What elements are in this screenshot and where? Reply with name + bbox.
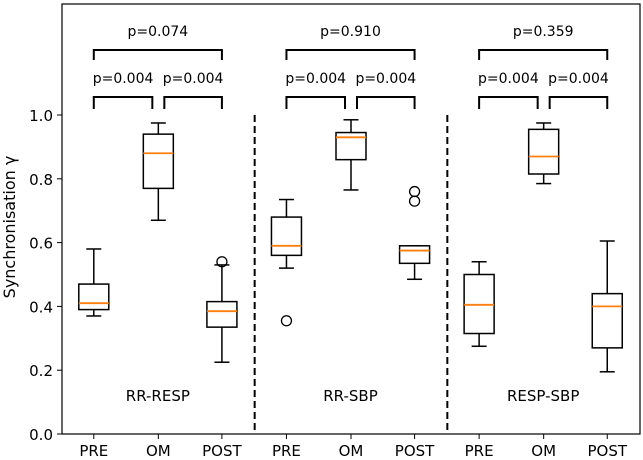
bracket-pre-post-label: p=0.910: [320, 24, 381, 40]
bracket-om-post-label: p=0.004: [548, 71, 609, 87]
bracket-pre-om-label: p=0.004: [478, 71, 539, 87]
y-tick-label: 0.4: [29, 298, 53, 316]
group-label: RR-SBP: [323, 387, 378, 405]
x-tick-label-post: POST: [395, 442, 435, 460]
y-tick-label: 0.8: [29, 171, 53, 189]
x-tick-label-pre: PRE: [272, 442, 301, 460]
bracket-pre-post: [92, 49, 223, 60]
bracket-pre-om: [92, 96, 154, 109]
x-tick-label-post: POST: [202, 442, 242, 460]
outlier-point: [408, 195, 421, 207]
bracket-pre-post-label: p=0.359: [513, 24, 574, 40]
box: [527, 128, 560, 175]
plot-frame: [61, 3, 641, 435]
group-label: RR-RESP: [126, 387, 190, 405]
box: [591, 292, 623, 349]
box: [398, 245, 431, 265]
y-tick-label: 0.6: [29, 235, 53, 253]
y-tick-label: 0.2: [29, 362, 53, 380]
outlier-point: [216, 256, 228, 268]
box: [206, 300, 238, 328]
bracket-pre-post-label: p=0.074: [128, 24, 189, 40]
outlier-point: [280, 315, 293, 327]
x-tick-label-post: POST: [587, 442, 627, 460]
y-axis-label: Synchronisation γ: [0, 156, 19, 299]
x-tick-label-pre: PRE: [79, 442, 108, 460]
bracket-om-post-label: p=0.004: [355, 71, 416, 87]
y-tick-label: 1.0: [29, 107, 53, 125]
bracket-om-post: [356, 96, 416, 109]
outlier-point: [408, 185, 421, 198]
group-label: RESP-SBP: [507, 387, 579, 405]
bracket-pre-post: [285, 49, 416, 60]
y-tick-label: 0.0: [29, 426, 53, 444]
bracket-pre-om-label: p=0.004: [285, 71, 346, 87]
bracket-pre-om: [285, 96, 346, 109]
box: [78, 283, 110, 311]
x-tick-label-om: OM: [531, 442, 556, 460]
bracket-pre-om-label: p=0.004: [93, 71, 154, 87]
bracket-pre-post: [478, 49, 609, 60]
x-tick-label-pre: PRE: [465, 442, 494, 460]
bracket-om-post-label: p=0.004: [163, 71, 224, 87]
bracket-pre-om: [478, 96, 539, 109]
x-tick-label-om: OM: [339, 442, 364, 460]
box: [142, 133, 175, 190]
box: [270, 216, 303, 257]
bracket-om-post: [548, 96, 609, 109]
x-tick-label-om: OM: [146, 442, 171, 460]
bracket-om-post: [163, 96, 223, 109]
